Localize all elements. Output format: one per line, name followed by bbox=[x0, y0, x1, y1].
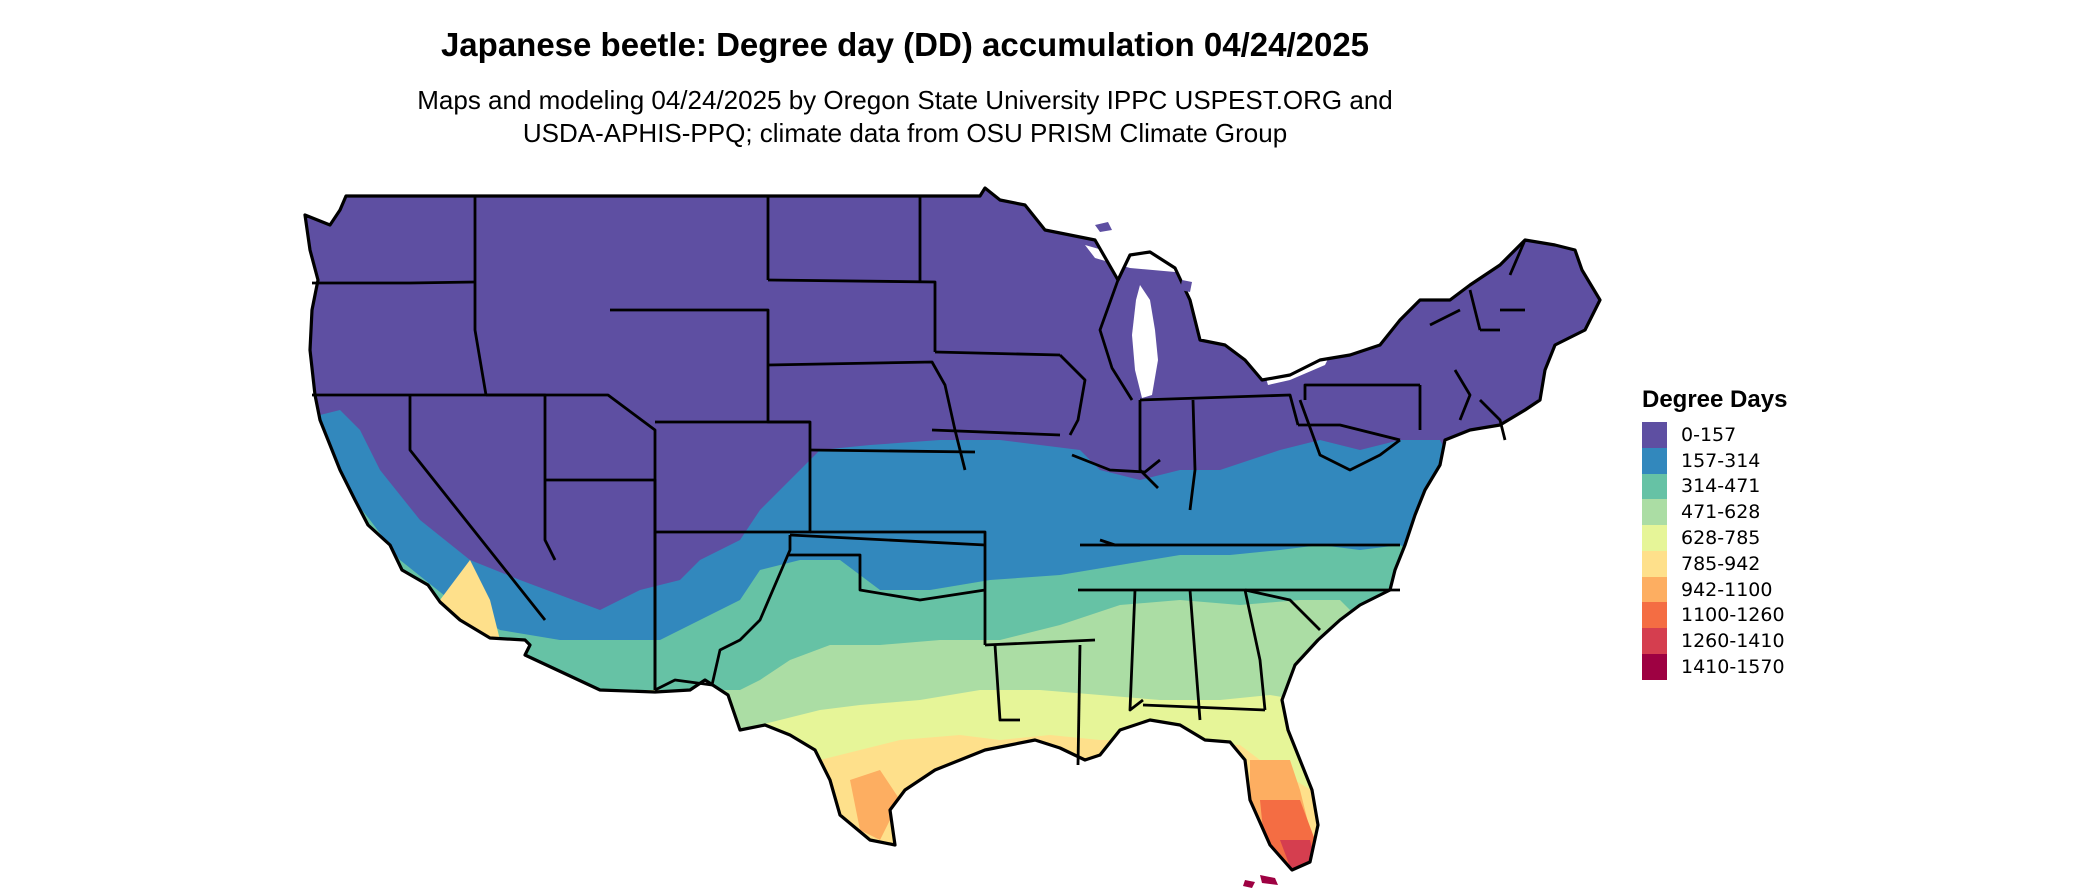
legend-swatch bbox=[1642, 654, 1667, 681]
legend-item: 785-942 bbox=[1642, 550, 1787, 577]
legend-label: 628-785 bbox=[1681, 527, 1761, 550]
legend-label: 314-471 bbox=[1681, 475, 1761, 498]
legend-title: Degree Days bbox=[1642, 386, 1788, 413]
legend-swatch bbox=[1642, 602, 1667, 629]
state-boundaries bbox=[312, 194, 1527, 766]
legend-label: 0-157 bbox=[1681, 423, 1737, 446]
legend-swatch bbox=[1642, 628, 1667, 655]
map-subtitle: Maps and modeling 04/24/2025 by Oregon S… bbox=[0, 84, 1810, 150]
legend-swatch bbox=[1642, 550, 1667, 577]
legend-swatch bbox=[1642, 421, 1667, 448]
legend-swatch bbox=[1642, 525, 1667, 552]
legend-swatch bbox=[1642, 447, 1667, 474]
legend-swatch bbox=[1642, 473, 1667, 500]
legend-item: 157-314 bbox=[1642, 447, 1787, 474]
legend-item: 1260-1410 bbox=[1642, 628, 1787, 655]
legend-swatch bbox=[1642, 576, 1667, 603]
legend-label: 1100-1260 bbox=[1681, 604, 1785, 627]
map-title: Japanese beetle: Degree day (DD) accumul… bbox=[440, 26, 1370, 63]
lake-superior-edge bbox=[1085, 245, 1210, 272]
map-legend: Degree Days 0-157 157-314 314-471 471-628 62… bbox=[1642, 386, 1788, 681]
legend-item: 0-157 bbox=[1642, 421, 1787, 448]
legend-swatch bbox=[1642, 499, 1667, 526]
lake-michigan bbox=[1132, 285, 1158, 398]
legend-item: 942-1100 bbox=[1642, 576, 1787, 603]
legend-label: 942-1100 bbox=[1681, 578, 1773, 601]
legend-label: 785-942 bbox=[1681, 552, 1761, 575]
legend-label: 1410-1570 bbox=[1681, 656, 1785, 679]
band-942-1100 bbox=[850, 770, 900, 840]
legend-label: 157-314 bbox=[1681, 449, 1761, 472]
legend-item: 1100-1260 bbox=[1642, 602, 1787, 629]
legend-item: 471-628 bbox=[1642, 499, 1787, 526]
legend-label: 471-628 bbox=[1681, 501, 1761, 524]
legend-item: 628-785 bbox=[1642, 525, 1787, 552]
legend-item: 1410-1570 bbox=[1642, 654, 1787, 681]
subtitle-line-2: USDA-APHIS-PPQ; climate data from OSU PR… bbox=[522, 118, 1288, 148]
subtitle-line-1: Maps and modeling 04/24/2025 by Oregon S… bbox=[417, 85, 1393, 115]
legend-items: 0-157 157-314 314-471 471-628 628-785 785-942… bbox=[1642, 421, 1787, 681]
islands bbox=[1095, 222, 1278, 888]
band-1260-1410-fl bbox=[1280, 840, 1318, 870]
legend-item: 314-471 bbox=[1642, 473, 1787, 500]
band-785-942-south bbox=[820, 735, 1500, 870]
legend-label: 1260-1410 bbox=[1681, 630, 1785, 653]
